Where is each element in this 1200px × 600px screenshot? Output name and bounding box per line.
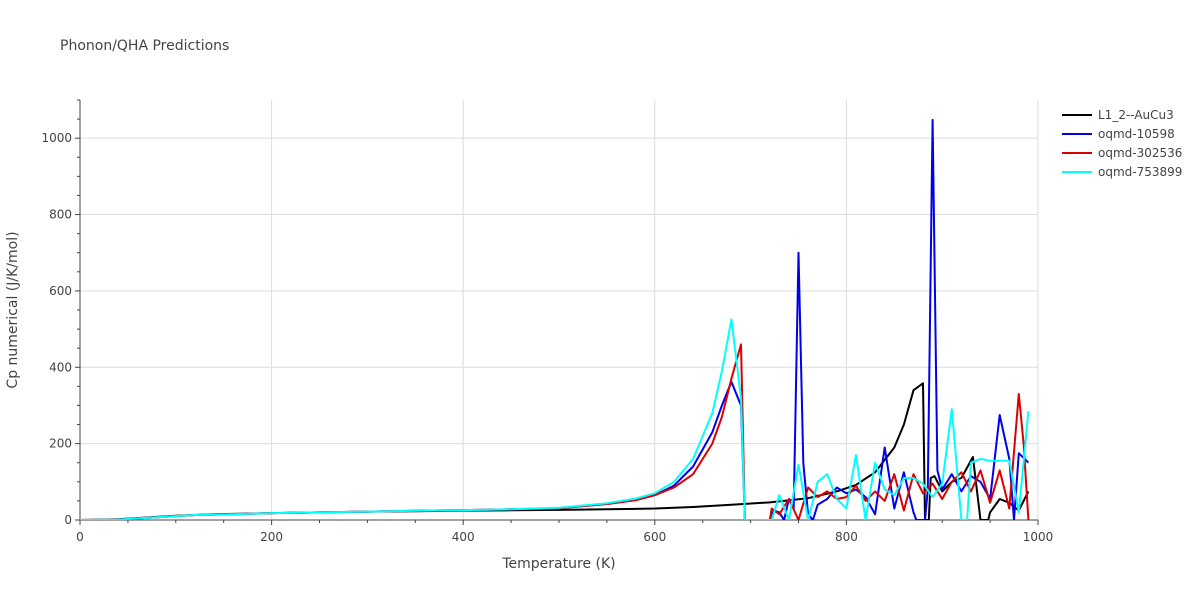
legend-label: oqmd-10598 — [1098, 127, 1175, 141]
y-tick-label: 1000 — [41, 131, 72, 145]
legend-label: oqmd-302536 — [1098, 146, 1182, 160]
x-tick-label: 200 — [260, 530, 283, 544]
chart-title: Phonon/QHA Predictions — [60, 38, 229, 54]
grid-layer — [80, 100, 1039, 520]
x-axis-title: Temperature (K) — [501, 556, 615, 572]
legend: L1_2--AuCu3 oqmd-10598 oqmd-302536 oqmd-753… — [1062, 108, 1182, 179]
series-line-oqmd-10598 — [80, 118, 1030, 520]
x-tick-label: 800 — [835, 530, 858, 544]
axis-layer: 0 200 400 600 800 1000 0 200 400 600 800 1000 — [41, 99, 1054, 544]
series-layer — [80, 118, 1030, 520]
y-axis-title: Cp numerical (J/K/mol) — [5, 231, 21, 388]
y-tick-label: 800 — [49, 208, 72, 222]
x-tick-label: 0 — [76, 530, 84, 544]
series-line-oqmd-753899 — [80, 318, 1030, 520]
y-tick-label: 200 — [49, 437, 72, 451]
legend-label: L1_2--AuCu3 — [1098, 108, 1174, 122]
y-tick-label: 0 — [64, 513, 72, 527]
series-line-oqmd-302536 — [80, 343, 1030, 520]
legend-label: oqmd-753899 — [1098, 165, 1182, 179]
x-tick-label: 1000 — [1023, 530, 1054, 544]
y-tick-label: 400 — [49, 360, 72, 374]
x-tick-label: 600 — [643, 530, 666, 544]
y-tick-label: 600 — [49, 284, 72, 298]
x-tick-label: 400 — [452, 530, 475, 544]
